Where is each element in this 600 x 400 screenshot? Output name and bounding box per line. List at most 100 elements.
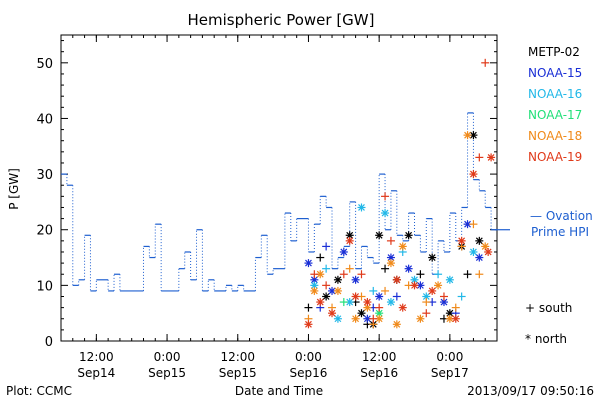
star-mark [334,315,342,323]
star-mark [363,315,371,323]
point-north [428,286,437,295]
point-south [375,303,384,312]
point-north [428,253,437,262]
point-south [339,270,348,279]
point-north [398,303,407,312]
ovation-series [61,112,510,292]
point-north [463,131,472,140]
x-tick-label-time: 0:00 [436,350,463,364]
star-mark [346,231,354,239]
star-mark [470,170,477,178]
y-tick-label: 30 [36,168,53,183]
star-mark [399,304,407,312]
star-mark [334,276,342,284]
satellite-points [304,58,496,329]
point-south [322,264,331,273]
point-north [363,298,372,307]
y-axis: 0 10 20 30 40 50 [36,40,497,350]
star-mark [305,259,312,267]
x-tick-label-date: Sep16 [290,366,328,380]
point-north [328,309,337,318]
point-north [469,131,478,140]
star-mark [428,254,436,261]
star-mark [446,309,454,317]
point-north [310,286,319,295]
star-mark [387,298,395,306]
point-south [475,153,484,162]
star-mark [352,276,360,284]
star-mark [399,242,407,250]
point-north [351,275,360,284]
point-south [381,286,390,295]
point-south [481,58,490,67]
point-north [357,309,366,318]
point-north [375,231,384,240]
star-mark [358,309,365,317]
star-mark [411,276,418,284]
point-north [304,259,313,268]
y-tick-label: 10 [36,279,53,294]
point-north [386,259,395,268]
x-tick-label-time: 12:00 [79,350,114,364]
point-south [310,270,319,279]
y-axis-label: P [GW] [7,168,21,210]
point-north [304,320,313,329]
point-south [416,270,425,279]
point-south [345,264,354,273]
star-mark [393,320,401,328]
x-tick-label-date: Sep16 [360,366,398,380]
point-north [457,236,466,245]
star-mark [446,315,454,323]
star-mark [346,298,354,306]
point-north [333,275,342,284]
chart-title: Hemispheric Power [GW] [188,11,375,29]
star-mark [452,315,460,323]
point-north [333,286,342,295]
point-north [386,298,395,307]
star-mark [305,320,312,328]
point-north [487,153,496,162]
point-south [381,192,390,201]
legend-entry: NOAA-18 [528,129,582,143]
star-mark [346,237,354,245]
point-south [434,270,443,279]
legend-ovation-line1: — Ovation [530,209,593,223]
star-mark [328,287,336,295]
point-south [322,281,331,290]
x-tick-label-date: Sep15 [219,366,257,380]
point-south [463,270,472,279]
star-mark [363,298,371,306]
star-mark [381,209,389,217]
star-mark [352,293,360,300]
star-mark [358,204,365,211]
x-tick-label-date: Sep15 [148,366,186,380]
point-north [416,314,425,323]
star-mark [387,259,395,267]
x-tick-label-time: 12:00 [220,350,255,364]
star-mark [481,242,489,250]
star-mark [434,281,442,289]
star-mark [310,281,318,289]
point-north [475,236,484,245]
point-north [445,275,454,284]
star-mark [446,276,454,284]
point-south [392,292,401,301]
x-tick-label-date: Sep17 [431,366,469,380]
point-south [475,270,484,279]
point-south [439,292,448,301]
point-south [369,286,378,295]
legend-marker-south: + south [525,301,572,315]
star-mark [316,298,324,306]
point-north [422,292,431,301]
star-mark [416,281,424,289]
star-mark [440,298,448,306]
star-mark [316,270,324,278]
legend-marker-north: * north [525,332,567,346]
legend-entry: NOAA-16 [528,87,582,101]
footer-plot-credit: Plot: CCMC [6,384,72,398]
point-north [392,320,401,329]
point-north [381,209,390,218]
point-south [357,270,366,279]
y-tick-label: 50 [36,57,53,72]
